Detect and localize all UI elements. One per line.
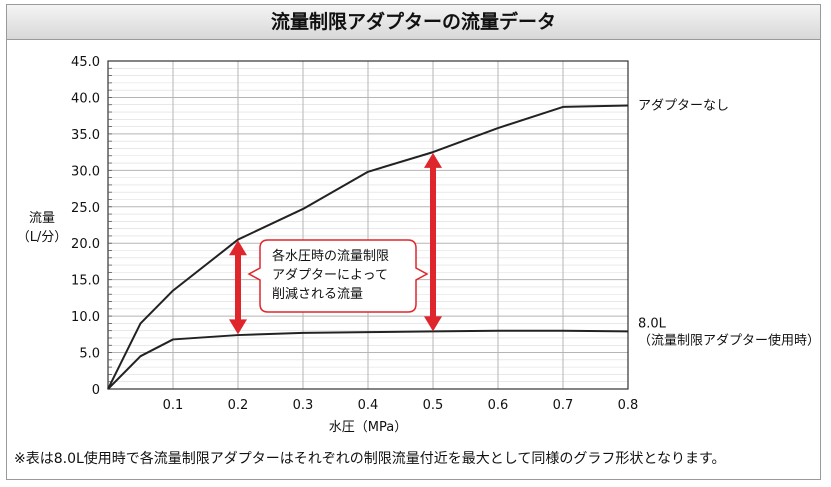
- reduction-arrow: [229, 240, 247, 335]
- y-tick-label: 20.0: [71, 237, 100, 252]
- series-line-1: [107, 104, 629, 390]
- x-tick-label: 0.2: [228, 398, 249, 413]
- series-label: アダプターなし: [638, 98, 729, 113]
- y-tick-label: 40.0: [71, 91, 100, 106]
- callout-box: [247, 239, 429, 313]
- y-tick-label: 35.0: [71, 128, 100, 143]
- callout-text: 削減される流量: [272, 286, 363, 302]
- callout-text: 各水圧時の流量制限: [272, 248, 389, 264]
- reduction-arrow: [424, 152, 442, 332]
- callout-text: アダプターによって: [272, 268, 388, 283]
- x-tick-label: 0.7: [553, 398, 574, 413]
- x-tick-label: 0.3: [293, 398, 314, 413]
- y-tick-label: 15.0: [71, 274, 100, 289]
- y-tick-label: 10.0: [71, 310, 100, 325]
- y-tick-label: 0: [92, 383, 100, 398]
- series-label: （流量制限アダプター使用時）: [638, 332, 820, 348]
- x-tick-label: 0.5: [423, 398, 444, 413]
- series-line-2: [107, 329, 629, 390]
- y-tick-label: 5.0: [79, 347, 100, 362]
- footnote: ※表は8.0L使用時で各流量制限アダプターはそれぞれの制限流量付近を最大として同…: [14, 451, 726, 467]
- chart-frame: 流量制限アダプターの流量データ: [6, 4, 821, 480]
- y-tick-label: 30.0: [71, 164, 100, 179]
- y-tick-label: 25.0: [71, 201, 100, 216]
- plot-border: [107, 60, 629, 390]
- x-tick-label: 0.8: [618, 398, 639, 413]
- x-axis-label: 水圧（MPa）: [329, 420, 407, 435]
- y-tick-label: 45.0: [71, 55, 100, 70]
- x-tick-label: 0.1: [163, 398, 184, 413]
- chart-title: 流量制限アダプターの流量データ: [7, 5, 820, 40]
- x-tick-label: 0.6: [488, 398, 509, 413]
- y-axis-label: （L/分）: [17, 230, 68, 245]
- y-axis-label: 流量: [29, 211, 55, 226]
- x-tick-label: 0.4: [358, 398, 379, 413]
- series-label: 8.0L: [638, 316, 667, 331]
